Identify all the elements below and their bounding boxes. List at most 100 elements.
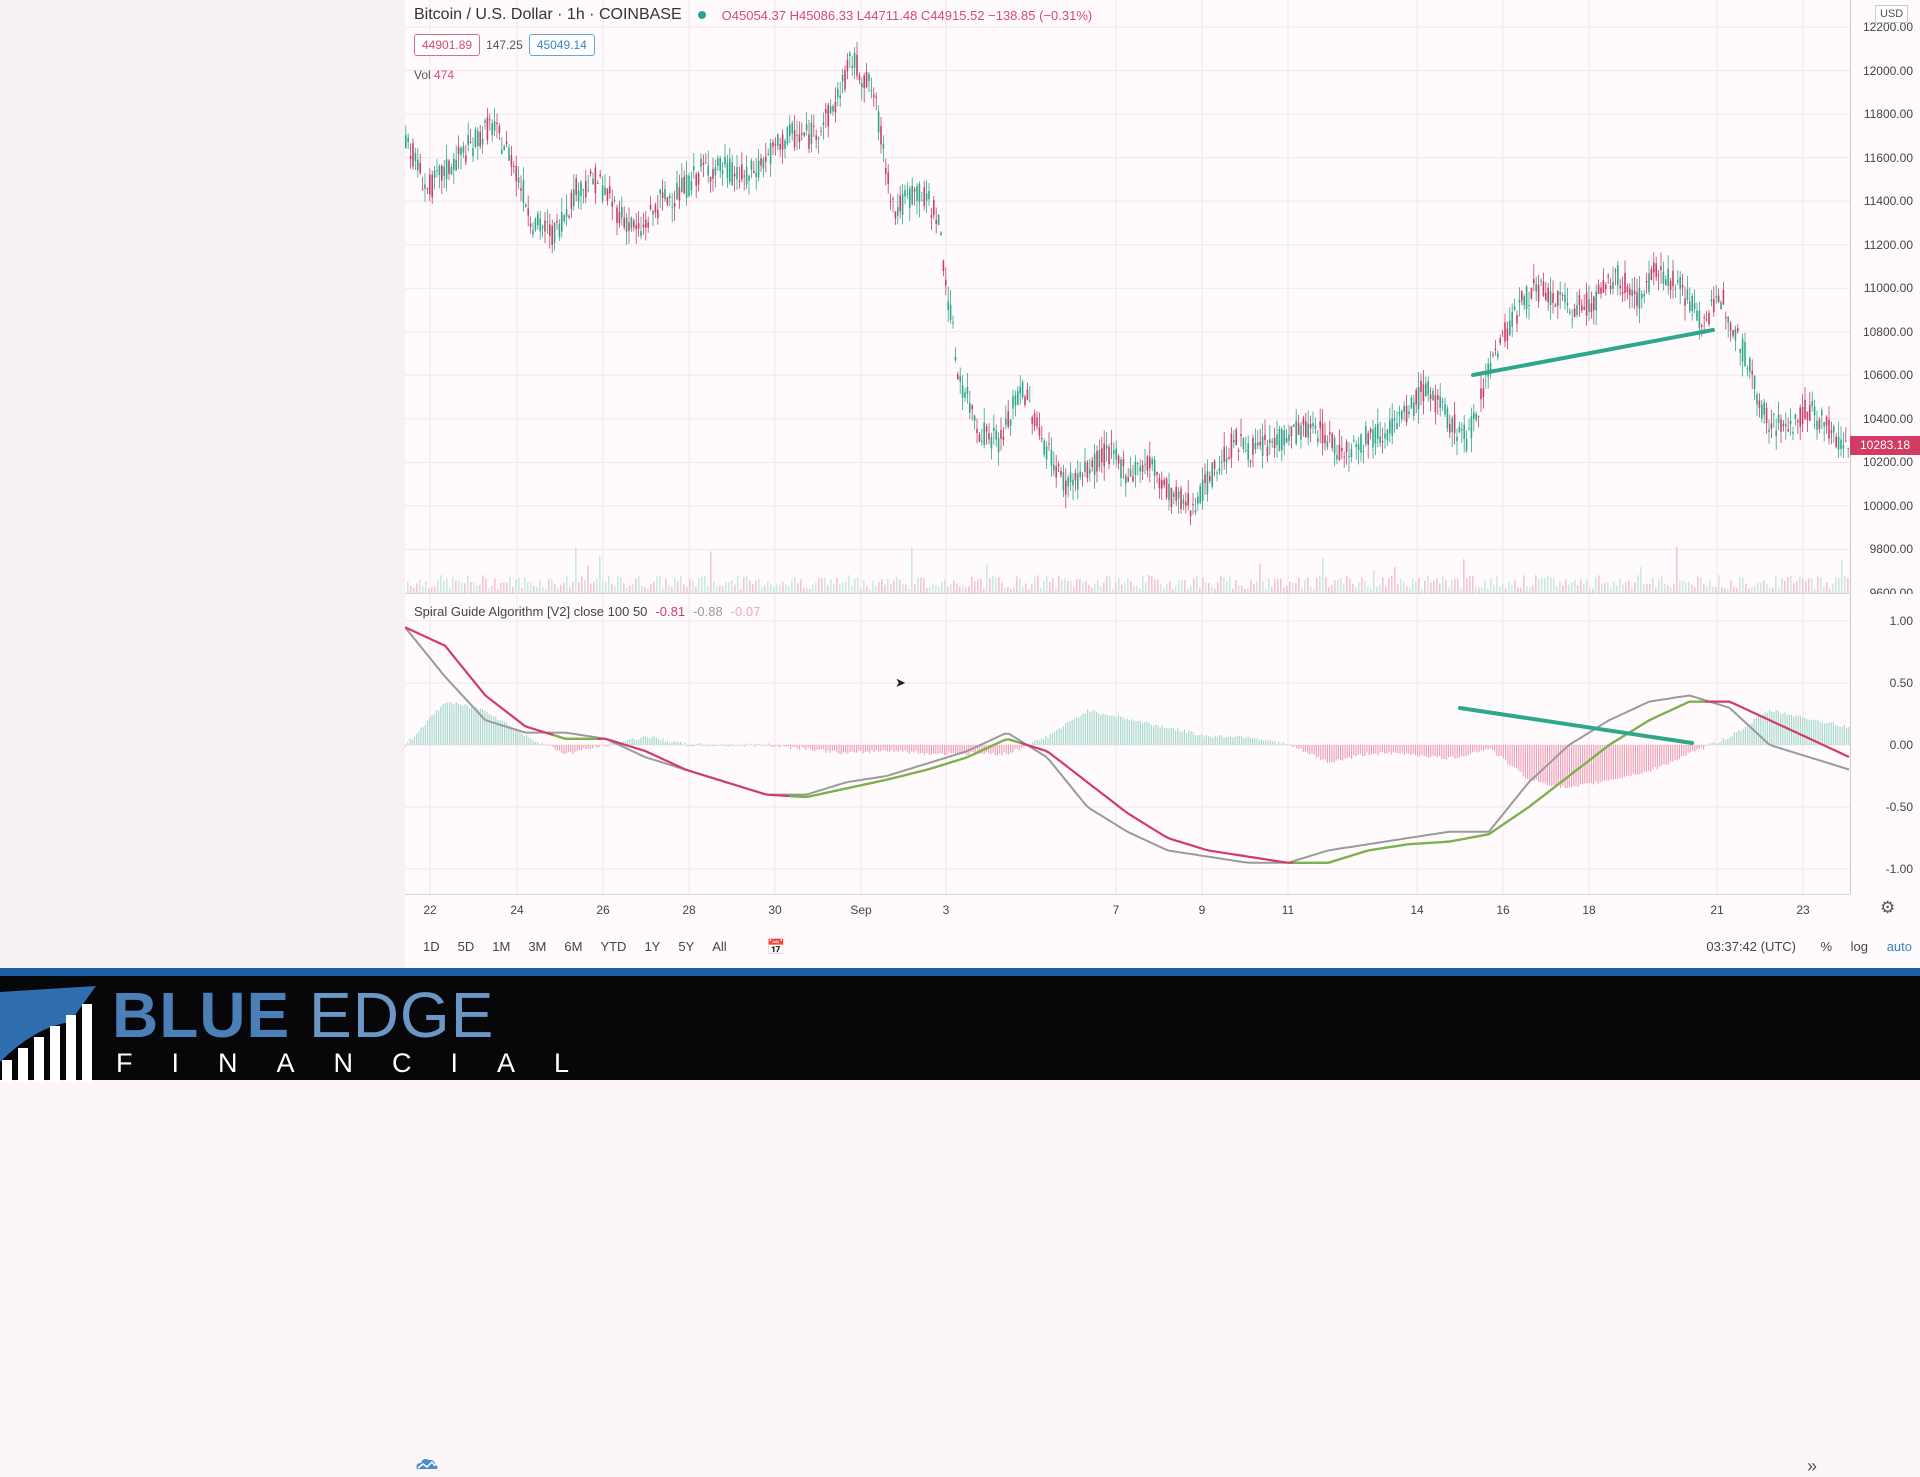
volume-bar xyxy=(1496,576,1498,593)
histogram-bar xyxy=(1019,745,1020,750)
timeframe-5y[interactable]: 5Y xyxy=(678,939,694,954)
candle-body xyxy=(511,155,513,166)
candle-body xyxy=(727,163,729,178)
clock[interactable]: 03:37:42 (UTC) xyxy=(1706,939,1796,954)
indicator-pane[interactable]: Spiral Guide Algorithm [V2] close 100 50… xyxy=(405,594,1850,895)
ask-price[interactable]: 45049.14 xyxy=(529,34,595,56)
histogram-bar xyxy=(1842,727,1843,745)
volume-bar xyxy=(461,583,463,593)
gear-icon[interactable]: ⚙ xyxy=(1880,898,1895,918)
volume-bar xyxy=(458,580,460,593)
histogram-bar xyxy=(1276,744,1277,745)
volume-bar xyxy=(1331,585,1333,593)
histogram-bar xyxy=(1639,745,1640,774)
histogram-bar xyxy=(423,727,424,745)
candle-body xyxy=(1281,429,1283,450)
timeframe-6m[interactable]: 6M xyxy=(564,939,582,954)
volume-bar xyxy=(1262,581,1264,593)
volume-bar xyxy=(506,582,508,593)
candle-body xyxy=(806,124,808,130)
histogram-bar xyxy=(1023,745,1024,747)
candle-body xyxy=(832,106,834,111)
timeframe-1y[interactable]: 1Y xyxy=(644,939,660,954)
volume-bar xyxy=(1400,579,1402,593)
candle-body xyxy=(1343,456,1345,457)
timeframe-ytd[interactable]: YTD xyxy=(600,939,626,954)
histogram-bar xyxy=(1690,745,1691,752)
indicator-chart[interactable] xyxy=(405,594,1850,894)
volume-bar xyxy=(716,587,718,593)
candle-body xyxy=(1324,435,1326,443)
candle-body xyxy=(1151,459,1153,464)
candle-body xyxy=(1756,394,1758,404)
candle-body xyxy=(801,133,803,134)
timeframe-1m[interactable]: 1M xyxy=(492,939,510,954)
histogram-bar xyxy=(951,745,952,753)
candle-body xyxy=(698,173,700,184)
histogram-bar xyxy=(854,745,855,753)
symbol-title[interactable]: Bitcoin / U.S. Dollar · 1h · COINBASE xyxy=(414,6,682,24)
histogram-bar xyxy=(1421,745,1422,754)
candle-body xyxy=(1677,280,1679,282)
chevron-right-icon[interactable]: » xyxy=(1807,1456,1817,1477)
volume-bar xyxy=(965,587,967,593)
histogram-bar xyxy=(577,745,578,751)
volume-bar xyxy=(1436,578,1438,593)
trend-line-price[interactable] xyxy=(1473,330,1713,375)
histogram-bar xyxy=(933,745,934,753)
histogram-bar xyxy=(1666,745,1667,765)
candle-body xyxy=(1723,290,1725,305)
volume-bar xyxy=(1019,578,1021,593)
candle-body xyxy=(1334,438,1336,454)
histogram-bar xyxy=(819,745,820,750)
histogram-bar xyxy=(695,744,696,745)
volume-bar xyxy=(512,587,514,593)
histogram-bar xyxy=(1474,745,1475,751)
candle-body xyxy=(1547,288,1549,302)
percent-toggle[interactable]: % xyxy=(1820,939,1832,954)
volume-bar xyxy=(1535,575,1537,593)
histogram-bar xyxy=(643,736,644,745)
histogram-bar xyxy=(1655,745,1656,767)
candle-body xyxy=(1211,462,1213,486)
histogram-bar xyxy=(418,732,419,745)
price-chart[interactable] xyxy=(405,0,1850,593)
volume-bar xyxy=(686,587,688,593)
histogram-bar xyxy=(1505,745,1506,760)
candle-body xyxy=(410,156,412,159)
candle-body xyxy=(1355,444,1357,447)
candle-body xyxy=(446,159,448,179)
indicator-name[interactable]: Spiral Guide Algorithm [V2] close 100 50 xyxy=(414,604,647,619)
volume-bar xyxy=(536,587,538,593)
currency-label[interactable]: USD xyxy=(1875,5,1908,23)
volume-bar xyxy=(1439,583,1441,593)
timeframe-5d[interactable]: 5D xyxy=(458,939,475,954)
candle-body xyxy=(1828,420,1830,439)
log-toggle[interactable]: log xyxy=(1851,939,1868,954)
trend-line-indicator[interactable] xyxy=(1460,708,1692,743)
histogram-bar xyxy=(1404,745,1405,755)
cloud-icon[interactable] xyxy=(413,1454,439,1474)
auto-toggle[interactable]: auto xyxy=(1887,939,1912,954)
timeframe-1d[interactable]: 1D xyxy=(423,939,440,954)
candle-body xyxy=(1247,443,1249,460)
bid-price[interactable]: 44901.89 xyxy=(414,34,480,56)
timeframe-all[interactable]: All xyxy=(712,939,726,954)
histogram-bar xyxy=(1047,738,1048,745)
histogram-bar xyxy=(946,745,947,755)
candle-body xyxy=(1377,424,1379,439)
histogram-bar xyxy=(1573,745,1574,786)
volume-bar xyxy=(1784,581,1786,593)
timeframe-3m[interactable]: 3M xyxy=(528,939,546,954)
price-pane[interactable]: Bitcoin / U.S. Dollar · 1h · COINBASE O4… xyxy=(405,0,1850,594)
histogram-bar xyxy=(1008,745,1009,754)
candle-body xyxy=(1535,284,1537,292)
candle-body xyxy=(1442,401,1444,403)
calendar-icon[interactable]: 📅 xyxy=(767,938,786,956)
candle-body xyxy=(739,181,741,182)
volume-bar xyxy=(914,584,916,593)
candle-body xyxy=(1348,456,1350,457)
